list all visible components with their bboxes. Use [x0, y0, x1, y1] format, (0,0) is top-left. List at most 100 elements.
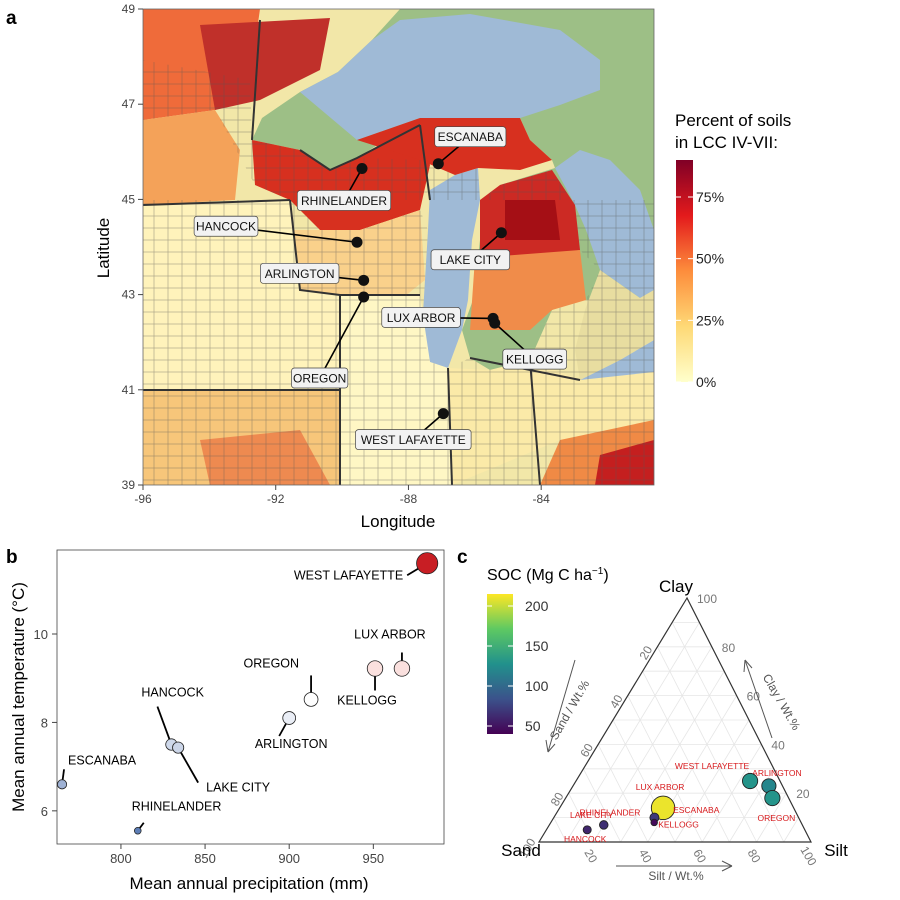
soc-legend-tick-label: 100 — [525, 678, 549, 694]
vertex-clay: Clay — [659, 577, 694, 596]
map-site-label: ARLINGTON — [265, 267, 335, 281]
scatter-point-label: OREGON — [244, 656, 300, 670]
soc-legend-sup: −1 — [592, 566, 604, 577]
soc-legend-close: ) — [603, 567, 608, 584]
panel-label-c: c — [457, 547, 468, 568]
ternary-point-label: ARLINGTON — [752, 768, 801, 778]
county-grid — [143, 60, 654, 485]
map-legend-tick-label: 75% — [696, 189, 724, 205]
scatter-ytick-label: 10 — [34, 627, 48, 642]
map-site-label-box — [291, 367, 349, 389]
scatter-xtick-label: 850 — [194, 851, 216, 866]
map-legend-colorbar — [676, 160, 693, 382]
scatter-xtick-label: 950 — [362, 851, 384, 866]
ternary-grid-line — [583, 768, 621, 843]
ternary-grid-line — [642, 671, 730, 843]
map-ytick-label: 41 — [122, 383, 136, 397]
map-ytick-label: 49 — [122, 2, 136, 16]
map-site-point — [489, 317, 501, 329]
map-legend-title-2: in LCC IV-VII: — [675, 133, 778, 152]
scatter-point — [282, 711, 297, 725]
ternary-tick-clay: 60 — [747, 690, 761, 704]
map-site-label-box — [381, 307, 461, 328]
map-site-label-box — [434, 126, 507, 148]
scatter-point — [303, 692, 319, 707]
ternary-point — [742, 772, 759, 790]
scatter-point-label: HANCOCK — [141, 686, 204, 700]
ternary-point-label: OREGON — [757, 813, 795, 823]
ternary-tick-silt: 20 — [581, 847, 600, 866]
map-sites: ESCANABA RHINELANDER HANCOCK LAKE CITY ARLIN… — [193, 126, 567, 450]
map-site-point — [432, 158, 444, 170]
ternary-tick-silt: 100 — [797, 844, 819, 869]
map-site-point — [437, 408, 449, 420]
map-site-label: OREGON — [293, 371, 346, 385]
ternary-point-label: LUX ARBOR — [636, 782, 685, 792]
ternary-point-label: RHINELANDER — [580, 808, 641, 818]
map-site-label: WEST LAFAYETTE — [361, 433, 466, 447]
scatter-point-label: ESCANABA — [68, 753, 137, 767]
ternary-point-label: WEST LAFAYETTE — [675, 761, 750, 771]
region-mn-central — [143, 110, 240, 205]
ternary-grid-line — [553, 817, 567, 843]
ternary-tick-clay: 20 — [796, 787, 810, 801]
soc-legend-tick-label: 200 — [525, 598, 549, 614]
ternary-axis-arrows — [545, 659, 773, 872]
map-site-label: KELLOGG — [506, 353, 563, 367]
map-ytick-label: 47 — [122, 97, 136, 111]
map-site-label: ESCANABA — [438, 130, 503, 144]
map-site-label-box — [355, 429, 472, 450]
ternary-point-label: KELLOGG — [658, 819, 699, 829]
scatter-point — [134, 826, 142, 835]
scatter-ytick-label: 8 — [41, 715, 48, 730]
lake-superior — [300, 14, 600, 140]
scatter-xlabel: Mean annual precipitation (mm) — [129, 874, 368, 893]
map-site-label: LAKE CITY — [440, 253, 501, 267]
scatter-leader — [177, 747, 199, 784]
soc-legend-tick-label: 150 — [525, 638, 549, 654]
map-xtick-label: -88 — [400, 492, 418, 506]
panel-label-a: a — [6, 8, 17, 29]
map-xlabel: Longitude — [361, 512, 436, 531]
ternary-grid-line — [783, 817, 799, 843]
ternary-point — [764, 790, 781, 807]
soc-legend-colorbar — [487, 594, 513, 734]
ternary-point-label: ESCANABA — [673, 805, 720, 815]
scatter-axes: 800 850 900 950 6 8 10 — [34, 627, 385, 866]
vertex-silt: Silt — [824, 841, 848, 860]
ternary-grid-line — [565, 622, 700, 843]
scatter-point — [172, 741, 185, 754]
map-site-label-box — [193, 215, 259, 237]
map-frame — [142, 8, 655, 486]
ternary-grid-line — [756, 792, 787, 843]
ternary-tick-sand: 80 — [548, 790, 567, 809]
ternary-point-label: LAKE CITY — [570, 810, 614, 820]
scatter-point-label: WEST LAFAYETTE — [294, 568, 403, 582]
map-site-point — [358, 274, 370, 286]
map-legend-title-1: Percent of soils — [675, 111, 791, 130]
ternary-grid-line — [620, 670, 725, 843]
ternary-grid-line — [674, 719, 750, 843]
ternary-tick-clay: 40 — [771, 738, 785, 752]
map-site-label-box — [260, 262, 340, 284]
map-site-point — [356, 162, 368, 174]
ternary-plot: 20 20 20 40 40 40 60 60 60 80 80 80 100 100 100 ARLINGT… — [516, 592, 819, 868]
scatter-ytick-label: 6 — [41, 804, 48, 819]
scatter-point-label: KELLOGG — [337, 693, 397, 707]
ternary-tick-sand: 60 — [577, 741, 596, 760]
vertex-sand: Sand — [501, 841, 541, 860]
ternary-tick-clay: 80 — [722, 641, 736, 655]
ternary-tick-silt: 80 — [745, 847, 764, 866]
region-mi-dark — [505, 200, 560, 240]
ternary-tick-sand: 40 — [607, 692, 626, 711]
ternary-tick-silt: 40 — [636, 847, 655, 866]
ternary-grid-line — [568, 793, 594, 843]
scatter-point — [366, 660, 384, 677]
map-site-label-box — [430, 249, 511, 271]
scatter-points: ESCANABA RHINELANDER HANCOCK LAKE CITY ARLIN… — [57, 552, 439, 835]
scatter-point-label: LAKE CITY — [206, 781, 271, 795]
map-site-label: HANCOCK — [196, 220, 256, 234]
ternary-grid-line — [597, 744, 649, 843]
map-legend-tick-label: 50% — [696, 251, 724, 267]
